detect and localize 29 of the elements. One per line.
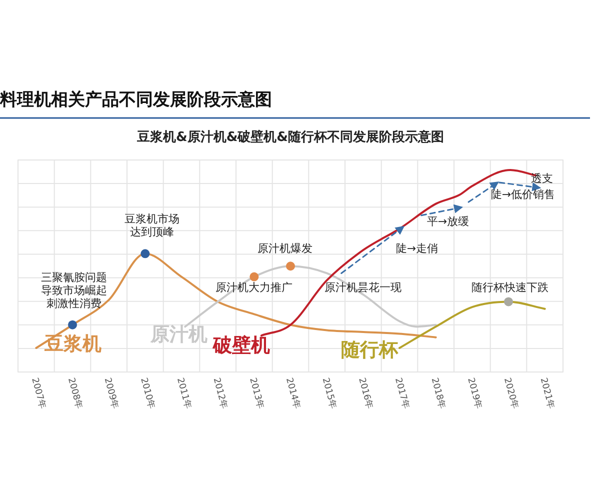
- x-tick-label: 2016年: [356, 376, 376, 410]
- x-tick-label: 2017年: [392, 376, 412, 410]
- x-tick-label: 2012年: [210, 376, 230, 410]
- series-label: 破壁机: [212, 334, 270, 357]
- annotation: 陡→走俏: [396, 242, 438, 255]
- x-tick-label: 2008年: [65, 376, 84, 410]
- x-tick-label: 2011年: [174, 376, 194, 410]
- chart-title: 料理机相关产品不同发展阶段示意图: [0, 90, 272, 110]
- x-tick-label: 2013年: [247, 376, 266, 410]
- annotation: 豆浆机市场达到顶峰: [124, 212, 180, 239]
- x-tick-label: 2014年: [283, 376, 302, 410]
- annotation: 透支: [531, 172, 553, 185]
- annotation: 原汁机大力推广: [216, 281, 292, 294]
- annotation: 随行杯快速下跌: [472, 281, 548, 294]
- annotation: 平→放缓: [426, 215, 470, 228]
- x-tick-label: 2009年: [102, 376, 121, 410]
- x-tick-label: 2010年: [138, 376, 158, 410]
- annotation: 陡→低价销售: [490, 188, 556, 201]
- annotation: 三聚氰胺问题导致市场崛起刺激性消费: [41, 270, 107, 310]
- x-tick-label: 2019年: [465, 376, 484, 410]
- annotation: 原汁机昙花一现: [324, 281, 402, 294]
- x-tick-label: 2021年: [538, 376, 557, 410]
- x-tick-label: 2015年: [320, 376, 339, 410]
- series-label: 随行杯: [341, 339, 399, 361]
- x-tick-label: 2018年: [428, 376, 448, 410]
- x-tick-label: 2007年: [29, 376, 48, 410]
- annotation: 原汁机爆发: [258, 242, 312, 255]
- x-tick-label: 2020年: [501, 376, 520, 410]
- chart-subtitle: 豆浆机&原汁机&破壁机&随行杯不同发展阶段示意图: [136, 129, 444, 145]
